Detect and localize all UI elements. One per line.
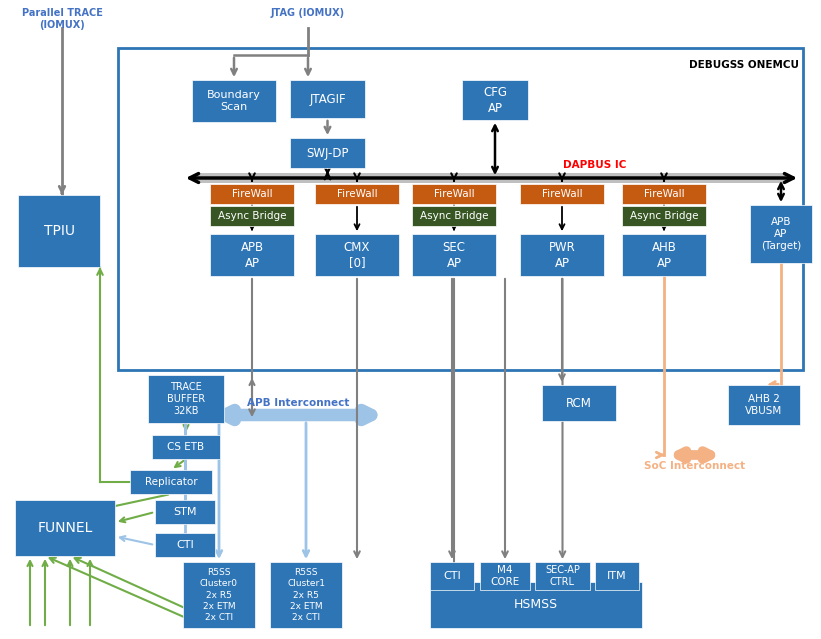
- Text: Async Bridge: Async Bridge: [630, 211, 698, 221]
- Text: AHB 2
VBUSM: AHB 2 VBUSM: [745, 394, 782, 416]
- Text: FUNNEL: FUNNEL: [37, 521, 93, 535]
- FancyBboxPatch shape: [130, 470, 212, 494]
- FancyBboxPatch shape: [315, 184, 399, 204]
- FancyBboxPatch shape: [148, 375, 224, 423]
- Text: RCM: RCM: [566, 397, 592, 410]
- Text: Boundary
Scan: Boundary Scan: [207, 90, 261, 112]
- Text: Parallel TRACE
(IOMUX): Parallel TRACE (IOMUX): [21, 8, 103, 29]
- FancyBboxPatch shape: [192, 80, 276, 122]
- Text: SWJ-DP: SWJ-DP: [306, 146, 349, 160]
- Text: HSMSS: HSMSS: [514, 599, 558, 612]
- Text: PWR
AP: PWR AP: [548, 240, 576, 270]
- FancyBboxPatch shape: [155, 533, 215, 557]
- FancyBboxPatch shape: [210, 206, 294, 226]
- FancyBboxPatch shape: [155, 500, 215, 524]
- Text: FireWall: FireWall: [644, 189, 685, 199]
- FancyBboxPatch shape: [622, 234, 706, 276]
- Text: FireWall: FireWall: [542, 189, 582, 199]
- Text: SEC
AP: SEC AP: [443, 240, 466, 270]
- Text: DAPBUS IC: DAPBUS IC: [563, 160, 626, 170]
- Text: Replicator: Replicator: [144, 477, 197, 487]
- Text: JTAG (IOMUX): JTAG (IOMUX): [271, 8, 345, 18]
- FancyBboxPatch shape: [520, 234, 604, 276]
- Text: ITM: ITM: [608, 571, 626, 581]
- FancyBboxPatch shape: [595, 562, 639, 590]
- Text: TPIU: TPIU: [44, 224, 75, 238]
- FancyBboxPatch shape: [430, 582, 642, 628]
- Text: APB
AP
(Target): APB AP (Target): [761, 217, 801, 251]
- FancyBboxPatch shape: [535, 562, 590, 590]
- Text: CMX
[0]: CMX [0]: [344, 240, 370, 270]
- FancyBboxPatch shape: [480, 562, 530, 590]
- FancyBboxPatch shape: [412, 206, 496, 226]
- FancyBboxPatch shape: [210, 234, 294, 276]
- Text: FireWall: FireWall: [232, 189, 273, 199]
- Text: CTI: CTI: [443, 571, 461, 581]
- FancyBboxPatch shape: [183, 562, 255, 628]
- FancyBboxPatch shape: [622, 184, 706, 204]
- FancyBboxPatch shape: [412, 184, 496, 204]
- FancyBboxPatch shape: [430, 562, 474, 590]
- Text: CS ETB: CS ETB: [167, 442, 204, 452]
- Text: R5SS
Cluster0
2x R5
2x ETM
2x CTI: R5SS Cluster0 2x R5 2x ETM 2x CTI: [200, 568, 238, 622]
- FancyBboxPatch shape: [750, 205, 812, 263]
- FancyBboxPatch shape: [728, 385, 800, 425]
- Text: CTI: CTI: [177, 540, 194, 550]
- FancyBboxPatch shape: [290, 80, 365, 118]
- Text: Async Bridge: Async Bridge: [218, 211, 287, 221]
- FancyBboxPatch shape: [270, 562, 342, 628]
- FancyBboxPatch shape: [622, 206, 706, 226]
- Text: STM: STM: [173, 507, 197, 517]
- Text: SEC-AP
CTRL: SEC-AP CTRL: [545, 565, 580, 587]
- Text: APB
AP: APB AP: [241, 240, 264, 270]
- Text: Async Bridge: Async Bridge: [420, 211, 488, 221]
- FancyBboxPatch shape: [462, 80, 528, 120]
- Text: DEBUGSS ONEMCU: DEBUGSS ONEMCU: [689, 60, 799, 70]
- Text: FireWall: FireWall: [337, 189, 378, 199]
- FancyBboxPatch shape: [195, 173, 788, 183]
- Text: TRACE
BUFFER
32KB: TRACE BUFFER 32KB: [167, 381, 205, 417]
- FancyBboxPatch shape: [210, 184, 294, 204]
- Text: APB Interconnect: APB Interconnect: [247, 398, 349, 408]
- Text: SoC Interconnect: SoC Interconnect: [644, 461, 745, 471]
- Text: FireWall: FireWall: [433, 189, 475, 199]
- FancyBboxPatch shape: [18, 195, 100, 267]
- Text: AHB
AP: AHB AP: [652, 240, 677, 270]
- Text: R5SS
Cluster1
2x R5
2x ETM
2x CTI: R5SS Cluster1 2x R5 2x ETM 2x CTI: [287, 568, 325, 622]
- FancyBboxPatch shape: [315, 234, 399, 276]
- FancyBboxPatch shape: [15, 500, 115, 556]
- FancyBboxPatch shape: [542, 385, 616, 421]
- FancyBboxPatch shape: [152, 435, 220, 459]
- Text: JTAGIF: JTAGIF: [310, 93, 346, 105]
- Text: CFG
AP: CFG AP: [483, 86, 507, 114]
- Text: M4
CORE: M4 CORE: [490, 565, 520, 587]
- FancyBboxPatch shape: [412, 234, 496, 276]
- FancyBboxPatch shape: [520, 184, 604, 204]
- FancyBboxPatch shape: [290, 138, 365, 168]
